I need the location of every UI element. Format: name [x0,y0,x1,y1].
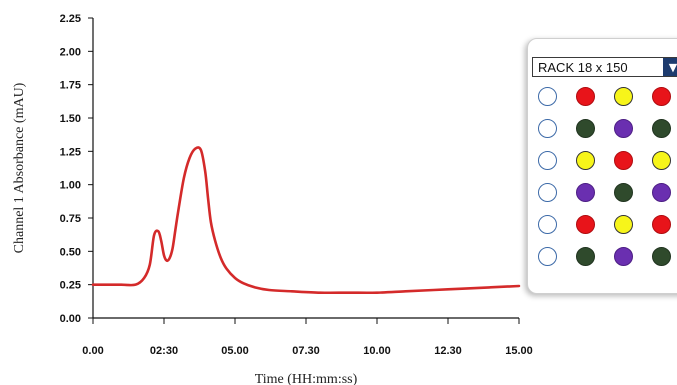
yellow-vial[interactable] [614,87,633,106]
y-axis-ticks: 0.00 0.25 0.50 0.75 1.00 1.25 1.50 1.75 2.00 2.25 [60,13,93,325]
y-tick-label: 1.50 [60,113,81,125]
green-vial[interactable] [652,119,671,138]
empty-vial-slot[interactable] [538,87,557,106]
y-tick-label: 2.25 [60,13,81,25]
chevron-down-icon[interactable]: ▼ [663,58,677,76]
red-vial[interactable] [652,215,671,234]
y-axis-title: Channel 1 Absorbance (mAU) [12,82,27,253]
y-tick-label: 1.25 [60,146,81,158]
x-tick-label: 10.00 [363,345,391,357]
x-tick-label: 15.00 [505,345,533,357]
red-vial[interactable] [576,87,595,106]
x-tick-label: 05.00 [221,345,249,357]
empty-vial-slot[interactable] [538,215,557,234]
y-tick-label: 1.00 [60,180,81,192]
y-tick-label: 0.25 [60,280,81,292]
x-tick-label: 07.30 [292,345,320,357]
green-vial[interactable] [614,183,633,202]
yellow-vial[interactable] [576,151,595,170]
x-tick-label: 12.30 [434,345,462,357]
purple-vial[interactable] [576,183,595,202]
empty-vial-slot[interactable] [538,247,557,266]
purple-vial[interactable] [652,183,671,202]
absorbance-series-line [91,146,521,295]
empty-vial-slot[interactable] [538,151,557,170]
red-vial[interactable] [652,87,671,106]
rack-type-dropdown[interactable]: RACK 18 x 150 ▼ [532,57,677,77]
purple-vial[interactable] [614,119,633,138]
red-vial[interactable] [576,215,595,234]
yellow-vial[interactable] [614,215,633,234]
x-axis-title: Time (HH:mm:ss) [255,372,358,385]
red-vial[interactable] [614,151,633,170]
y-tick-label: 1.75 [60,80,81,92]
green-vial[interactable] [576,119,595,138]
y-tick-label: 2.00 [60,46,81,58]
x-axis-ticks: 0.00 02:30 05.00 07.30 10.00 12.30 15.00 [82,318,533,357]
empty-vial-slot[interactable] [538,119,557,138]
y-tick-label: 0.00 [60,313,81,325]
green-vial[interactable] [576,247,595,266]
yellow-vial[interactable] [652,151,671,170]
rack-type-label: RACK 18 x 150 [538,59,628,75]
green-vial[interactable] [652,247,671,266]
y-tick-label: 0.75 [60,213,81,225]
x-tick-label: 0.00 [82,345,103,357]
x-tick-label: 02:30 [150,345,178,357]
y-tick-label: 0.50 [60,246,81,258]
purple-vial[interactable] [614,247,633,266]
empty-vial-slot[interactable] [538,183,557,202]
rack-panel: RACK 18 x 150 ▼ [527,38,677,294]
